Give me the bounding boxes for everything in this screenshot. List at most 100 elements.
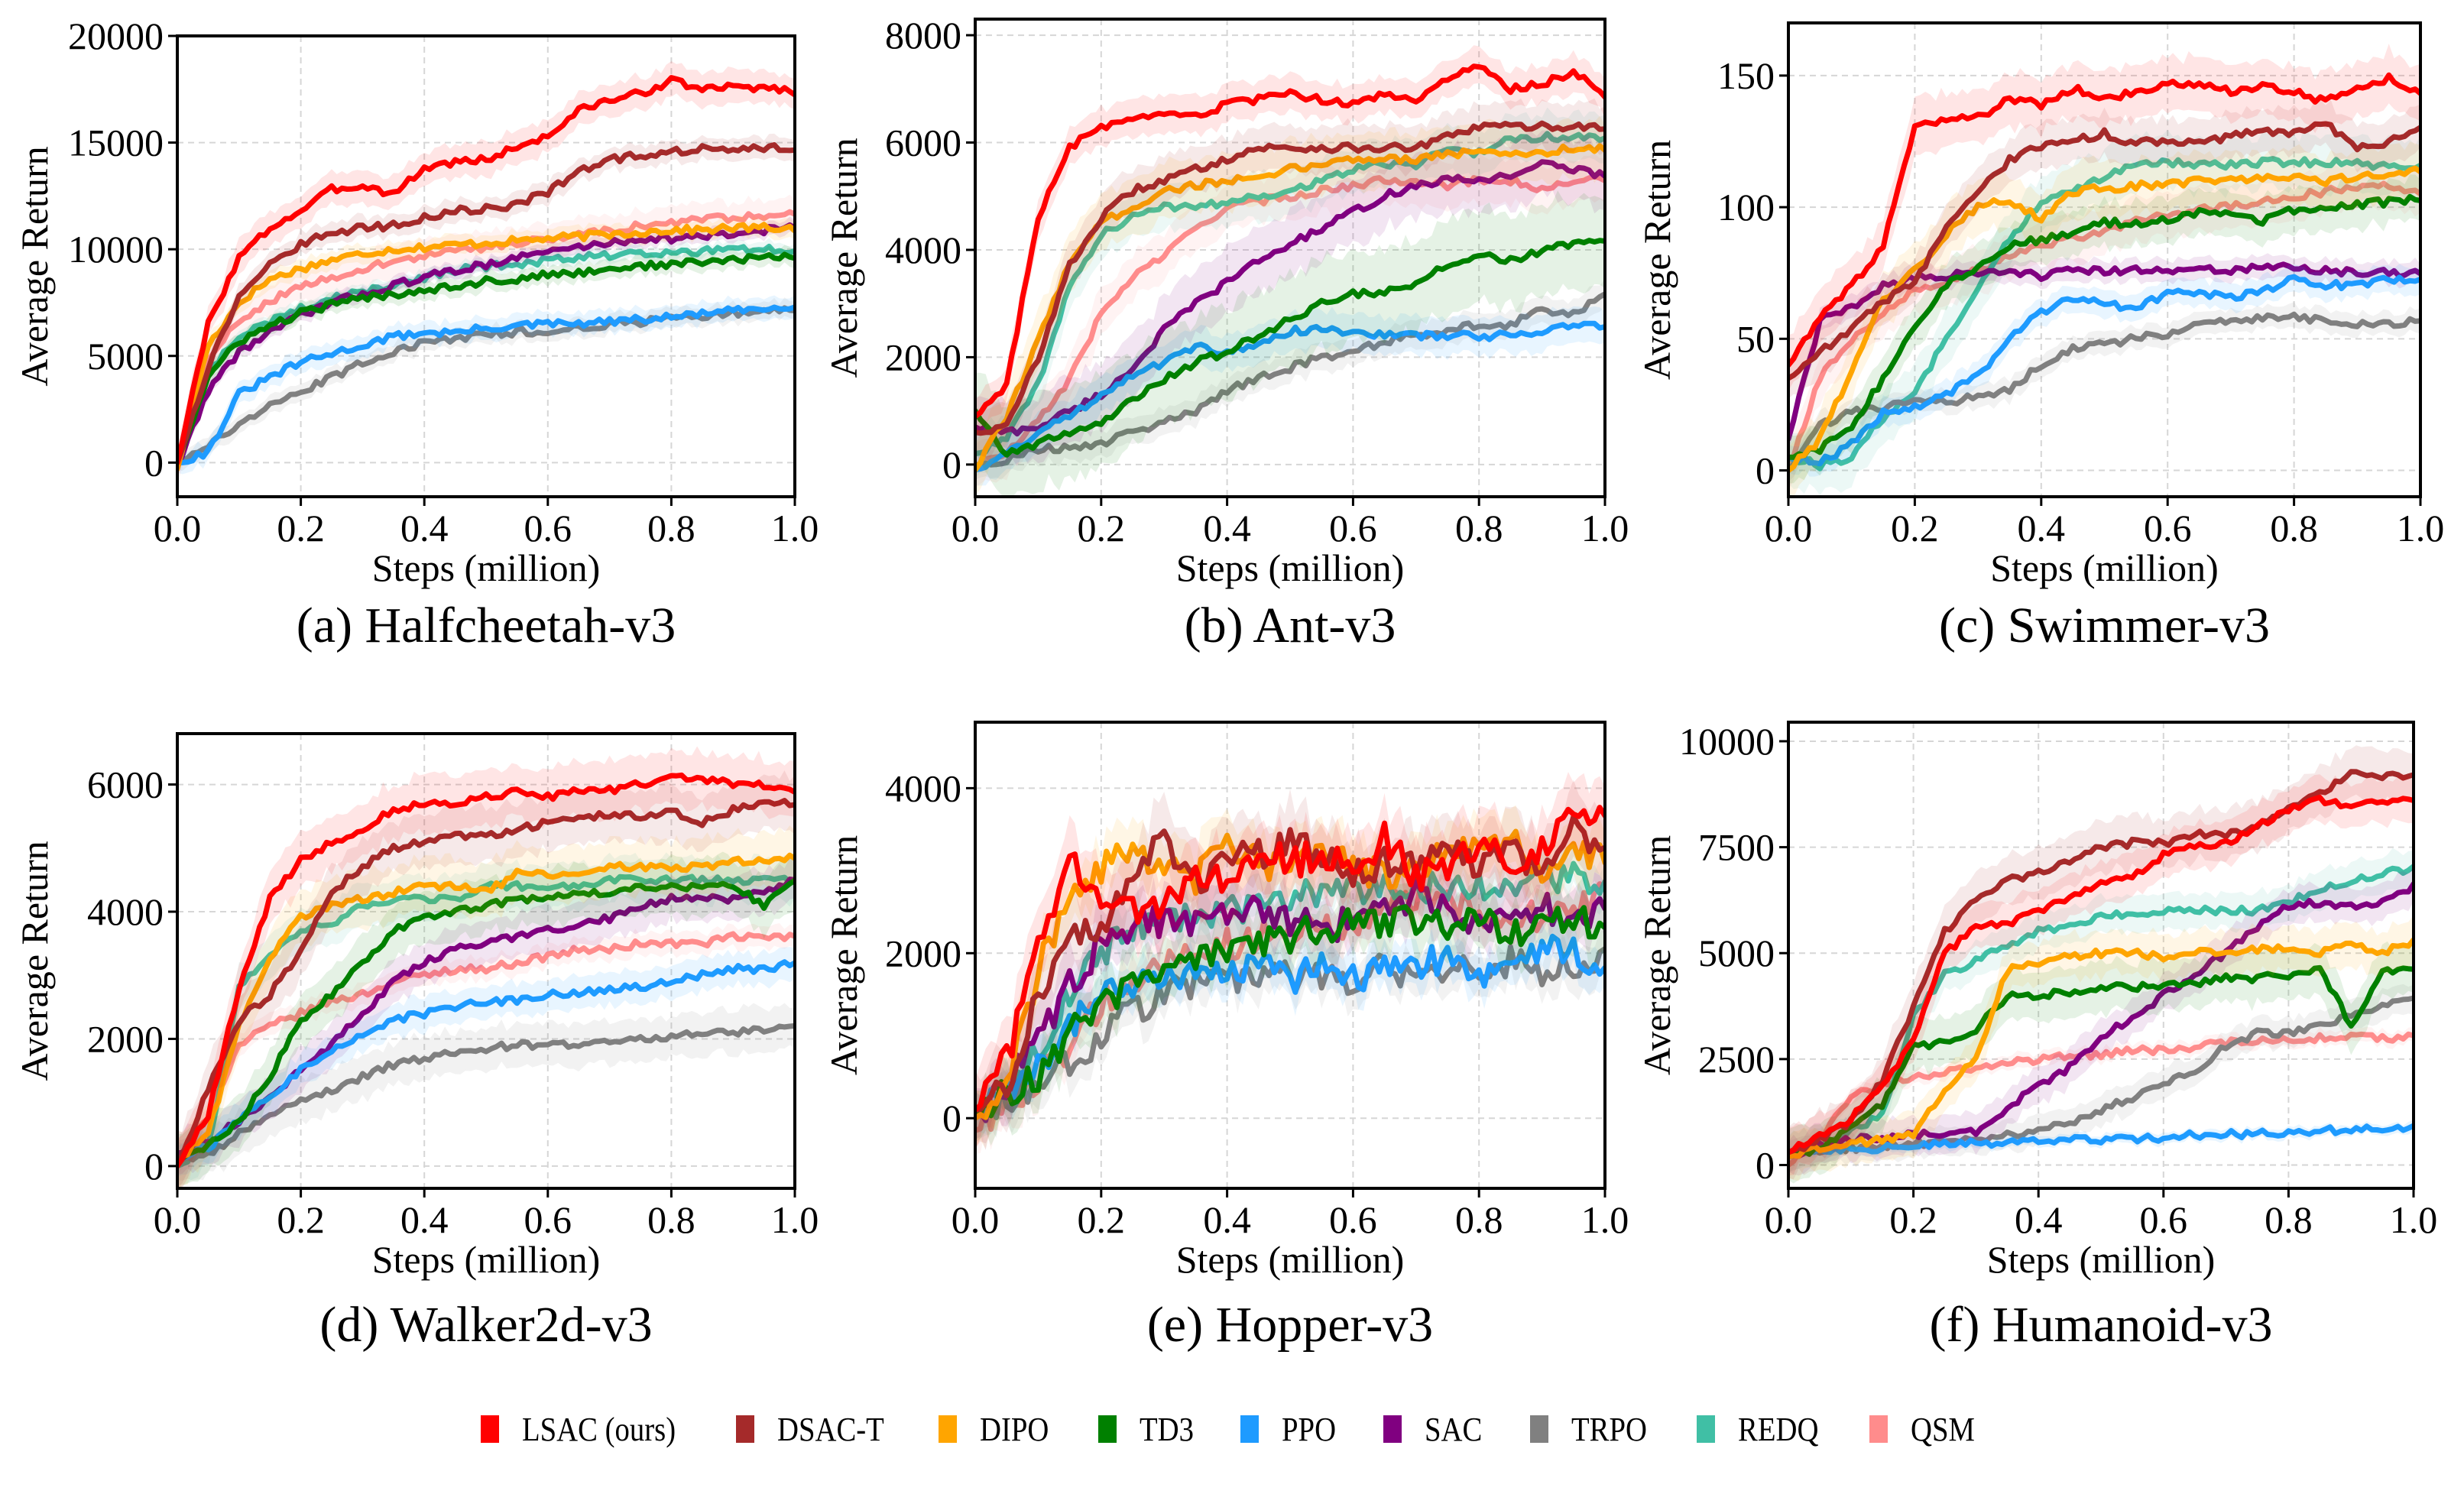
x-tick-label: 0.0 — [952, 1198, 1000, 1241]
y-tick-label: 100 — [1717, 186, 1775, 228]
band-redq — [975, 107, 1605, 478]
band-lsac-ours- — [1788, 773, 2414, 1176]
series-line-ppo — [177, 959, 795, 1163]
legend-swatch — [736, 1415, 755, 1443]
legend-label: TRPO — [1571, 1410, 1647, 1448]
y-tick-label: 0 — [942, 443, 961, 486]
axes-frame — [176, 732, 796, 1190]
band-lsac-ours- — [975, 772, 1605, 1151]
legend-label: QSM — [1911, 1410, 1975, 1448]
x-tick-label: 0.8 — [1455, 1198, 1503, 1241]
series-line-dsac-t — [975, 120, 1605, 436]
y-tick-label: 6000 — [87, 763, 164, 806]
y-tick-label: 0 — [144, 1145, 164, 1188]
x-tick-label: 0.6 — [1329, 507, 1377, 549]
x-tick-label: 0.2 — [1891, 507, 1939, 549]
y-tick-label: 7500 — [1698, 826, 1775, 869]
x-tick-label: 0.4 — [400, 507, 449, 549]
y-axis-label: Average Return — [13, 146, 56, 386]
series-line-qsm — [975, 173, 1605, 468]
x-tick-label: 0.4 — [400, 1198, 449, 1241]
y-tick-label: 20000 — [68, 15, 164, 57]
series-line-dsac-t — [1788, 121, 2420, 381]
series-line-lsac-ours- — [1788, 72, 2420, 368]
band-lsac-ours- — [1788, 44, 2420, 391]
legend-swatch — [1383, 1415, 1402, 1443]
legend-item: PPO — [1240, 1410, 1344, 1449]
x-tick-label: 0.0 — [154, 507, 202, 549]
x-tick-label: 0.2 — [277, 1198, 325, 1241]
y-tick-label: 5000 — [87, 335, 164, 378]
panel-ant: 0.0 0.2 0.4 0.6 0.8 1.0 0 2000 4000 6000 8000 Steps… — [822, 14, 1629, 653]
plot-area — [1788, 745, 2414, 1184]
band-ppo — [975, 306, 1605, 486]
x-tick-label: 1.0 — [2390, 1198, 2438, 1241]
x-tick-label: 0.8 — [1455, 507, 1503, 549]
legend-item: LSAC (ours) — [480, 1410, 697, 1449]
series-line-ppo — [975, 933, 1605, 1117]
y-axis-label: Average Return — [1636, 835, 1678, 1075]
y-tick-label: 2000 — [87, 1017, 164, 1060]
x-tick-label: 0.8 — [2265, 1198, 2313, 1241]
panel-humanoid: 0.0 0.2 0.4 0.6 0.8 1.0 0 2500 5000 7500 10000 Step… — [1636, 720, 2437, 1353]
legend-label: REDQ — [1738, 1410, 1819, 1448]
series-line-qsm — [177, 931, 795, 1169]
series-line-sac — [1788, 261, 2420, 442]
y-axis-label: Average Return — [822, 835, 865, 1075]
x-tick-label: 1.0 — [1581, 1198, 1629, 1241]
y-tick-label: 0 — [942, 1097, 961, 1139]
x-tick-label: 0.0 — [1765, 1198, 1813, 1241]
series-line-dipo — [177, 852, 795, 1163]
y-tick-label: 10000 — [1679, 720, 1775, 763]
panel-halfcheetah: 0.0 0.2 0.4 0.6 0.8 1.0 0 5000 10000 15000 20000 St… — [13, 15, 819, 653]
x-tick-label: 0.4 — [2018, 507, 2066, 549]
legend-item: DSAC-T — [736, 1410, 899, 1449]
band-qsm — [1788, 159, 2420, 491]
x-tick-label: 0.6 — [524, 1198, 572, 1241]
series-line-lsac-ours- — [177, 772, 795, 1169]
x-tick-label: 0.2 — [1078, 507, 1126, 549]
series-line-td3 — [177, 877, 795, 1163]
band-sac — [975, 130, 1605, 468]
x-tick-label: 1.0 — [771, 507, 819, 549]
x-tick-label: 0.2 — [1078, 1198, 1126, 1241]
plot-area — [975, 772, 1605, 1155]
x-tick-label: 0.0 — [952, 507, 1000, 549]
y-tick-label: 5000 — [1698, 932, 1775, 974]
series-line-td3 — [177, 251, 795, 465]
x-tick-label: 0.8 — [647, 1198, 695, 1241]
axes-frame — [1787, 721, 2415, 1190]
y-tick-label: 2000 — [885, 932, 961, 974]
y-tick-label: 2000 — [885, 335, 961, 378]
legend-label: SAC — [1425, 1410, 1483, 1448]
axes-frame — [176, 34, 796, 498]
y-tick-label: 2500 — [1698, 1038, 1775, 1081]
x-tick-label: 1.0 — [2397, 507, 2445, 549]
series-line-dsac-t — [1788, 769, 2414, 1155]
panel-caption: (e) Hopper-v3 — [1147, 1297, 1433, 1353]
x-tick-label: 0.4 — [2015, 1198, 2063, 1241]
y-tick-label: 10000 — [68, 228, 164, 271]
band-dsac-t — [975, 98, 1605, 458]
legend-swatch — [939, 1415, 958, 1443]
x-axis-label: Steps (million) — [1176, 546, 1405, 589]
series-line-sac — [1788, 881, 2414, 1159]
legend-label: TD3 — [1139, 1410, 1194, 1448]
legend-swatch — [1697, 1415, 1716, 1443]
band-lsac-ours- — [177, 61, 795, 481]
legend-item: TD3 — [1097, 1410, 1201, 1449]
band-td3 — [975, 875, 1605, 1146]
y-axis-label: Average Return — [1636, 140, 1678, 380]
y-axis-label: Average Return — [13, 841, 56, 1081]
plot-area — [1788, 44, 2420, 497]
legend-item: QSM — [1869, 1410, 1983, 1449]
axes-frame — [974, 721, 1606, 1190]
legend-item: SAC — [1383, 1410, 1490, 1449]
axes-frame — [974, 18, 1606, 498]
band-redq — [975, 838, 1605, 1139]
x-axis-label: Steps (million) — [1987, 1238, 2216, 1281]
legend-label: DIPO — [980, 1410, 1049, 1448]
y-tick-label: 4000 — [87, 890, 164, 933]
series-line-trpo — [177, 304, 795, 465]
series-line-qsm — [1788, 180, 2420, 474]
